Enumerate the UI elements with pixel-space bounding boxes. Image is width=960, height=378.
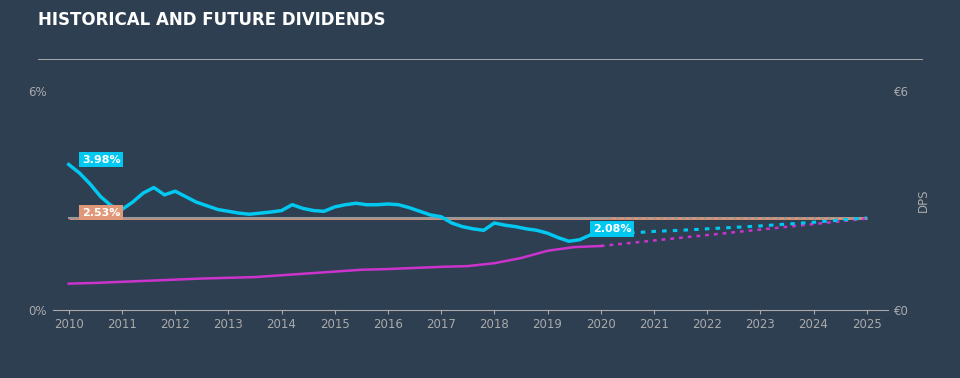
Text: 2.53%: 2.53% — [82, 208, 120, 217]
Text: 2.08%: 2.08% — [592, 224, 632, 234]
Text: HISTORICAL AND FUTURE DIVIDENDS: HISTORICAL AND FUTURE DIVIDENDS — [38, 11, 386, 29]
Y-axis label: DPS: DPS — [917, 189, 930, 212]
Text: 3.98%: 3.98% — [82, 155, 121, 164]
